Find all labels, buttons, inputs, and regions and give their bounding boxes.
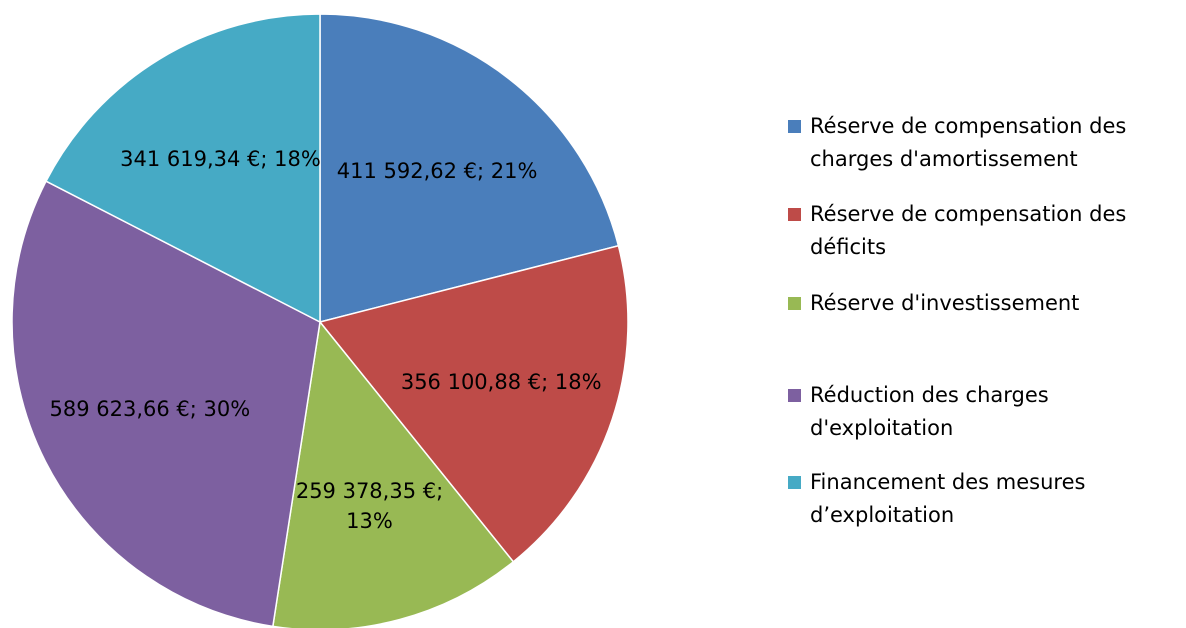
data-label: 589 623,66 €; 30%: [49, 396, 251, 421]
legend-label: Réserve de compensation des déficits: [810, 202, 1127, 259]
pie-slice: [45, 13, 321, 324]
data-label: 341 619,34 €; 18%: [120, 147, 321, 171]
legend-item: Réserve de compensation des déficits: [788, 198, 1168, 264]
legend-item: Réduction des charges d'exploitation: [788, 379, 1168, 445]
pie-slice: [271, 320, 515, 628]
data-label: 356 100,88 €; 18%: [400, 370, 602, 395]
legend-swatch: [788, 389, 801, 402]
legend-item: Réserve de compensation des charges d'am…: [788, 110, 1168, 176]
pie-slice: [319, 13, 620, 323]
data-label: 411 592,62 €; 21%: [336, 159, 538, 184]
legend-label: Réserve d'investissement: [810, 291, 1080, 315]
legend-swatch: [788, 120, 801, 133]
pie-slice: [318, 244, 629, 563]
legend-item: Réserve d'investissement: [788, 287, 1168, 320]
legend-swatch: [788, 208, 801, 221]
pie-slice: [11, 180, 321, 628]
legend-label: Réduction des charges d'exploitation: [810, 383, 1049, 440]
legend-swatch: [788, 476, 801, 489]
legend-swatch: [788, 297, 801, 310]
legend-label: Réserve de compensation des charges d'am…: [810, 114, 1127, 171]
legend-label: Financement des mesures d’exploitation: [810, 470, 1086, 527]
legend-item: Financement des mesures d’exploitation: [788, 466, 1168, 532]
data-label: 259 378,35 €; 13%: [295, 479, 444, 534]
